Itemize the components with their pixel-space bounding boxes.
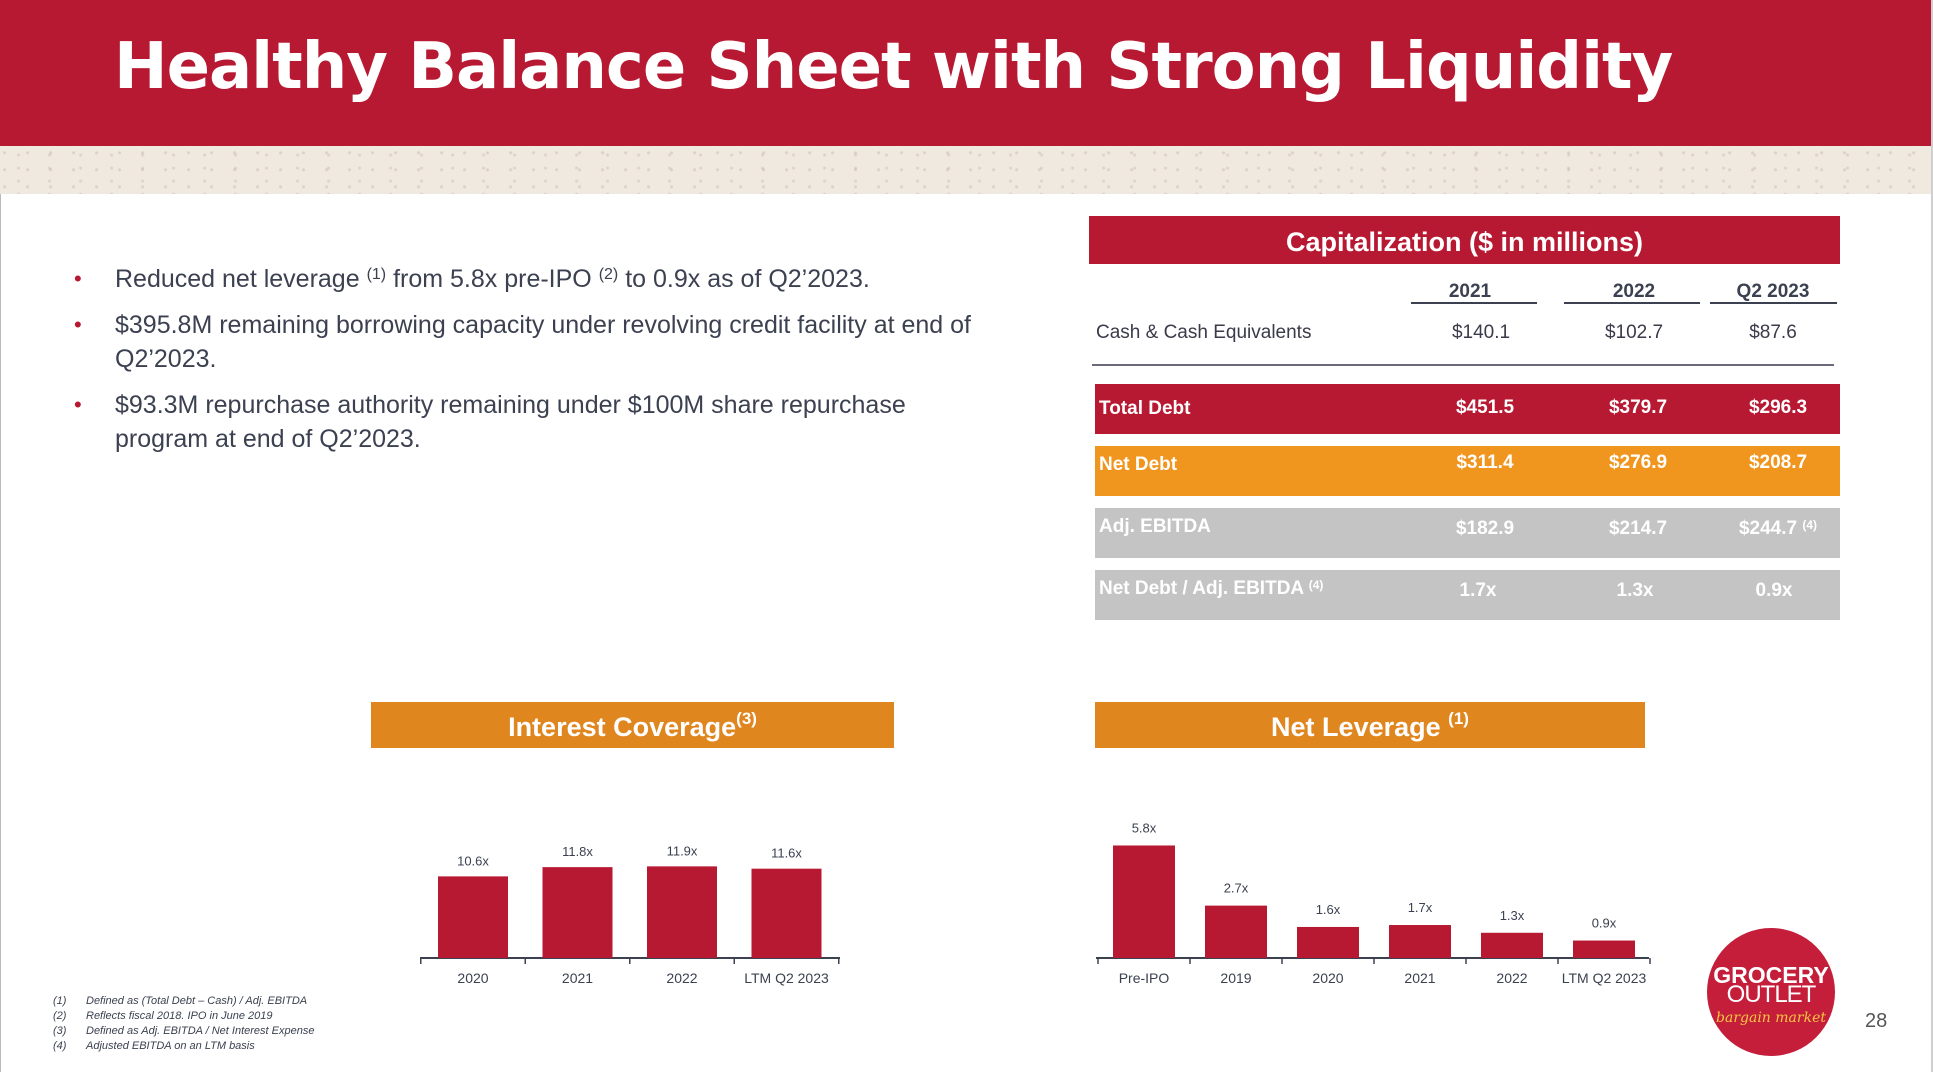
interest-coverage-chart: 10.6x 2020 11.8x 2021 11.9x 2022 11.6x LTM Q2 2… [420, 843, 840, 986]
net-debt-q2-2023: $208.7 [1748, 452, 1808, 473]
table-separator [1092, 364, 1834, 366]
cash-label: Cash & Cash Equivalents [1096, 322, 1312, 343]
category-label: 2020 [457, 970, 488, 986]
data-label: 0.9x [1592, 916, 1617, 931]
adj-ebitda-2022: $214.7 [1608, 518, 1668, 539]
bar [751, 868, 822, 958]
footnotes: (1) Defined as (Total Debt – Cash) / Adj.… [53, 994, 314, 1054]
adj-ebitda-label: Adj. EBITDA [1099, 516, 1211, 537]
bar [1573, 940, 1635, 958]
category-label: 2022 [666, 970, 697, 986]
bullet-dot-icon: • [74, 312, 82, 337]
bullet-item: • Reduced net leverage (1) from 5.8x pre-… [72, 262, 972, 296]
bullet-item: • $93.3M repurchase authority remaining u… [72, 388, 972, 456]
grocery-outlet-logo: GROCERY OUTLET bargain market [1707, 928, 1835, 1056]
category-label: 2022 [1496, 970, 1527, 986]
category-label: 2021 [1404, 970, 1435, 986]
total-debt-row: Total Debt $451.5 $379.7 $296.3 [1095, 384, 1840, 434]
bar [438, 876, 508, 958]
data-label: 10.6x [457, 853, 489, 868]
year-header-2022: 2022 [1612, 281, 1656, 302]
adj-ebitda-row: Adj. EBITDA $182.9 $214.7 $244.7 (4) [1095, 508, 1840, 558]
data-label: 11.6x [771, 846, 802, 861]
net-leverage-header: Net Leverage (1) [1095, 702, 1645, 748]
ratio-2022: 1.3x [1616, 580, 1654, 601]
bullet-dot-icon: • [74, 266, 82, 291]
net-debt-ebitda-label: Net Debt / Adj. EBITDA (4) [1099, 578, 1324, 599]
net-debt-2021: $311.4 [1456, 452, 1514, 473]
net-debt-row: Net Debt $311.4 $276.9 $208.7 [1095, 446, 1840, 496]
footnote: (2) Reflects fiscal 2018. IPO in June 201… [53, 1010, 273, 1022]
slide-left-border [0, 194, 1, 1072]
year-header-2021: 2021 [1448, 281, 1492, 302]
category-label: LTM Q2 2023 [1562, 970, 1647, 986]
cash-value-q2-2023: $87.6 [1749, 322, 1797, 343]
year-header-q2-2023: Q2 2023 [1736, 281, 1810, 302]
net-debt-ebitda-row: Net Debt / Adj. EBITDA (4) 1.7x 1.3x 0.9… [1095, 570, 1840, 620]
year-underline [1564, 302, 1700, 304]
net-debt-label: Net Debt [1099, 454, 1178, 475]
bar [1205, 905, 1267, 958]
bullet-item: • $395.8M remaining borrowing capacity un… [72, 308, 972, 376]
data-label: 2.7x [1224, 881, 1249, 896]
year-underline [1411, 302, 1537, 304]
cash-value-2021: $140.1 [1451, 322, 1511, 343]
category-label: 2019 [1220, 970, 1251, 986]
total-debt-2021: $451.5 [1455, 397, 1515, 418]
total-debt-q2-2023: $296.3 [1748, 397, 1808, 418]
bar [1481, 932, 1543, 958]
ratio-2021: 1.7x [1459, 580, 1497, 601]
slide-title: Healthy Balance Sheet with Strong Liquid… [114, 30, 1673, 104]
footnote: (3) Defined as Adj. EBITDA / Net Interest… [53, 1025, 315, 1037]
bullet-list: • Reduced net leverage (1) from 5.8x pre-… [72, 262, 972, 468]
data-label: 11.9x [667, 843, 698, 858]
page-number: 28 [1865, 1010, 1888, 1032]
bar [1297, 926, 1359, 958]
slide-right-border [1931, 0, 1933, 1072]
adj-ebitda-q2-2023: $244.7 (4) [1738, 518, 1818, 539]
total-debt-2022: $379.7 [1608, 397, 1668, 418]
bar [542, 867, 613, 958]
ratio-q2-2023: 0.9x [1755, 580, 1793, 601]
data-label: 11.8x [562, 844, 593, 859]
decorative-texture-strip [0, 146, 1933, 194]
adj-ebitda-2021: $182.9 [1455, 518, 1515, 539]
footnote: (1) Defined as (Total Debt – Cash) / Adj.… [53, 995, 308, 1007]
bar [1389, 925, 1451, 958]
capitalization-header: Capitalization ($ in millions) [1089, 216, 1840, 264]
bullet-dot-icon: • [74, 392, 82, 417]
title-bar: Healthy Balance Sheet with Strong Liquid… [0, 0, 1933, 146]
data-label: 1.3x [1500, 908, 1525, 923]
bar [1113, 845, 1175, 958]
category-label: 2021 [562, 970, 593, 986]
net-leverage-chart: 5.8x Pre-IPO 2.7x 2019 1.6x 2020 1.7x 2021 1.3x 2… [1096, 820, 1651, 986]
year-underline [1710, 302, 1837, 304]
data-label: 5.8x [1132, 820, 1157, 835]
category-label: 2020 [1312, 970, 1343, 986]
category-label: LTM Q2 2023 [744, 970, 829, 986]
category-label: Pre-IPO [1119, 970, 1170, 986]
cash-value-2022: $102.7 [1604, 322, 1664, 343]
footnote: (4) Adjusted EBITDA on an LTM basis [53, 1040, 255, 1052]
data-label: 1.6x [1316, 902, 1341, 917]
total-debt-label: Total Debt [1099, 398, 1191, 419]
bar [647, 866, 717, 958]
data-label: 1.7x [1408, 900, 1433, 915]
net-debt-2022: $276.9 [1608, 452, 1668, 473]
interest-coverage-header: Interest Coverage(3) [371, 702, 894, 748]
